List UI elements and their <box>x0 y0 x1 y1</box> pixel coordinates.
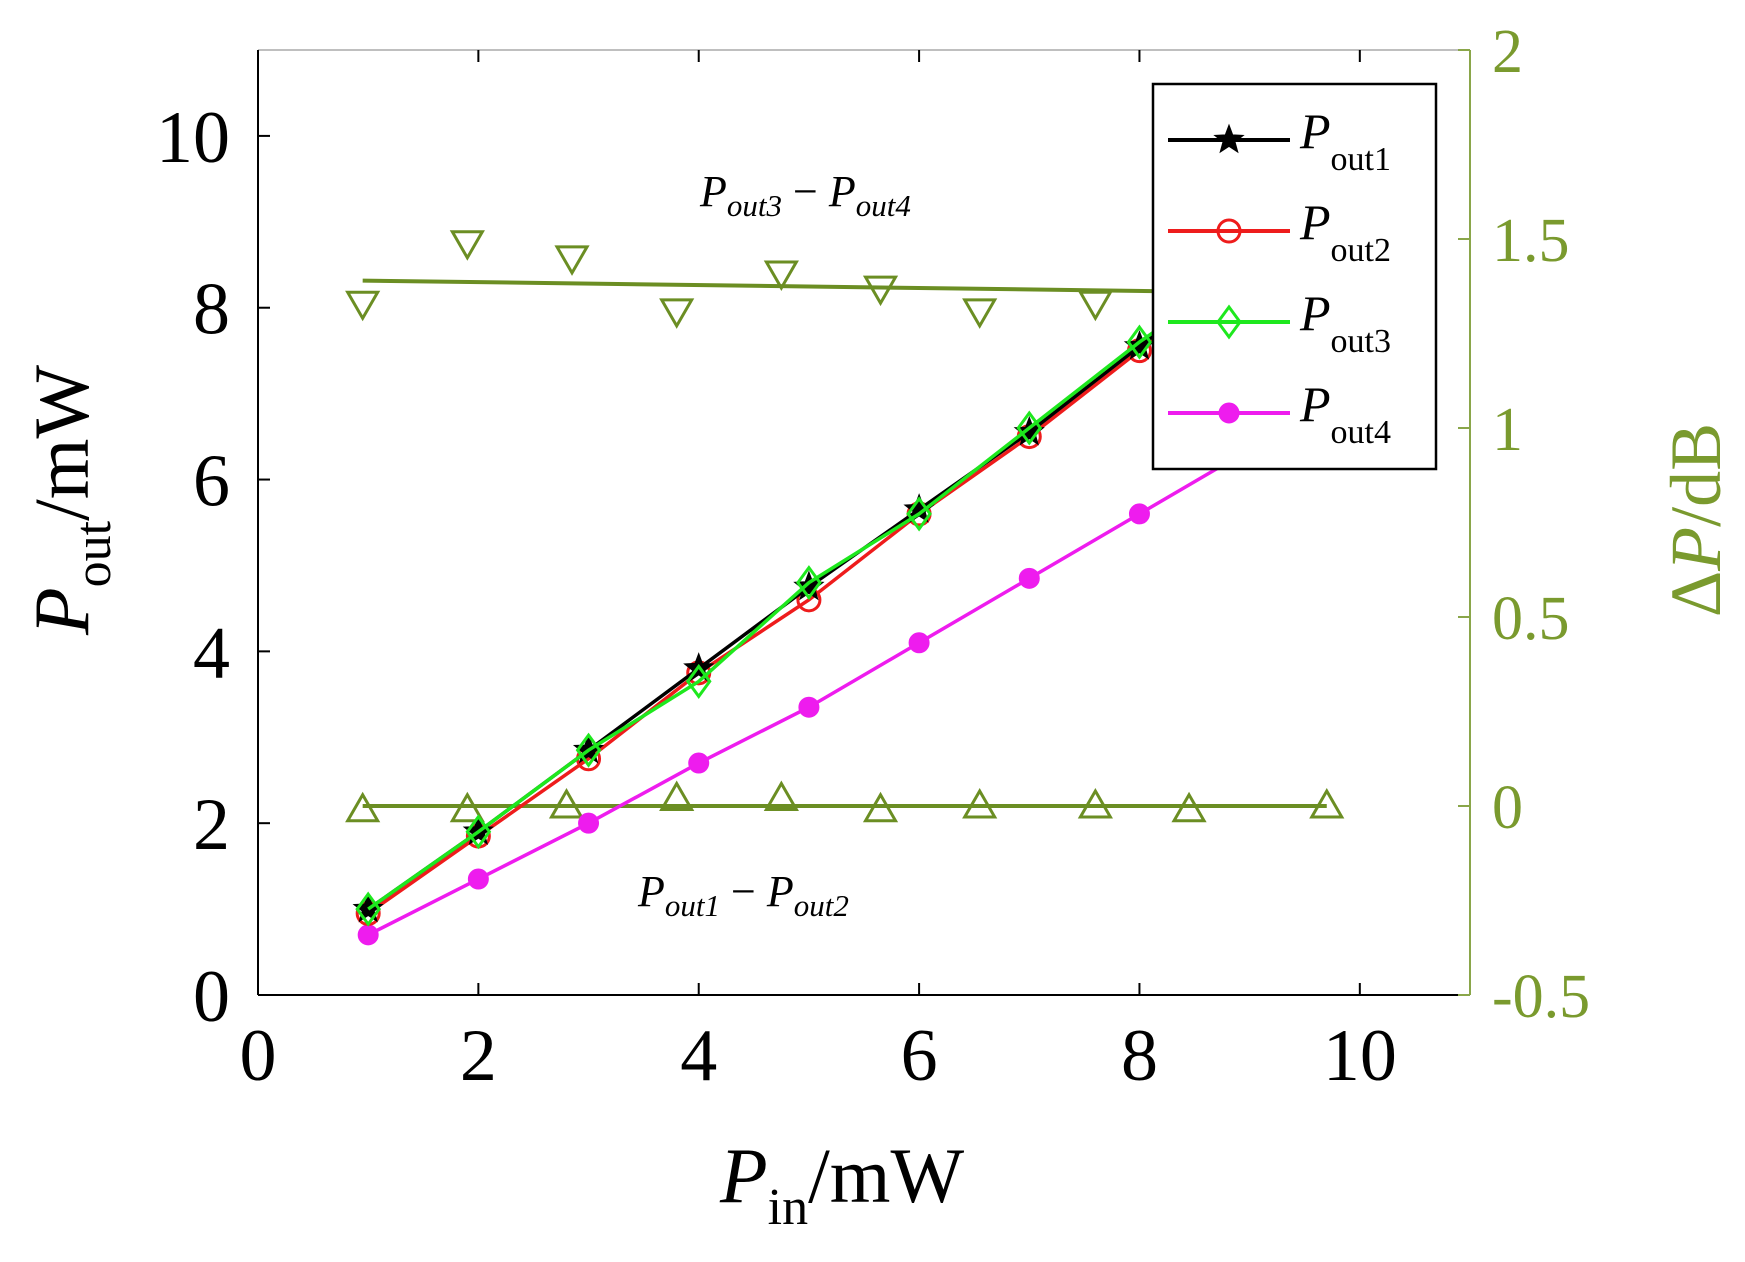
legend-marker-P_out4 <box>1218 402 1240 424</box>
legend-marker-P_out1 <box>1213 123 1245 154</box>
diff-point-1-8 <box>1171 791 1207 823</box>
legend-label-P_out1: Pout1 <box>1299 103 1391 178</box>
series-point-P_out4-0 <box>357 924 379 946</box>
legend-label-P_out4: Pout4 <box>1299 376 1391 451</box>
diff-point-0-6 <box>962 298 998 329</box>
y-right-tick-label: 1 <box>1492 396 1523 464</box>
series-point-P_out3-3 <box>685 663 712 699</box>
series-point-P_out4-1 <box>467 868 489 890</box>
y-right-tick-label: 1.5 <box>1492 207 1570 275</box>
diff-point-0-4 <box>763 260 799 292</box>
y-left-tick-label: 0 <box>193 956 230 1038</box>
diff-point-1-5 <box>862 791 899 823</box>
x-tick-label: 2 <box>460 1015 497 1097</box>
series-point-P_out3-0 <box>355 891 382 927</box>
series-point-P_out3-2 <box>575 732 602 768</box>
diff-point-1-0 <box>345 791 381 823</box>
diff-point-1-2 <box>548 787 585 819</box>
y-left-tick-label: 6 <box>193 441 230 523</box>
diff-point-0-7 <box>1077 290 1113 322</box>
series-point-P_out3-4 <box>796 565 822 601</box>
series-line-P_out4 <box>367 447 1251 937</box>
series-point-P_out4-5 <box>908 632 930 654</box>
series-point-P_out3-5 <box>906 496 932 532</box>
diff-point-0-0 <box>345 290 381 322</box>
y-right-tick-label: 2 <box>1492 18 1523 86</box>
diff-point-1-3 <box>659 780 695 811</box>
legend-label-P_out2: Pout2 <box>1299 194 1391 269</box>
y-right-tick-label: 0 <box>1492 774 1523 842</box>
x-tick-label: 0 <box>240 1015 277 1097</box>
diff-point-1-1 <box>449 791 485 823</box>
legend: Pout1 Pout2 Pout3 Pout4 <box>1151 82 1438 471</box>
series-point-P_out3-6 <box>1016 410 1043 446</box>
x-tick-label: 10 <box>1323 1015 1397 1097</box>
annotation-out3-minus-out4: Pout3 − Pout4 <box>699 167 911 223</box>
y-right-tick-label: -0.5 <box>1492 963 1590 1031</box>
diff-point-1-7 <box>1077 787 1113 819</box>
y-axis-right-label: ΔP/dB <box>1656 423 1736 617</box>
y-right-tick-label: 0.5 <box>1492 585 1570 653</box>
legend-label-P_out3: Pout3 <box>1299 285 1391 360</box>
diff-point-0-2 <box>554 245 590 276</box>
x-tick-label: 8 <box>1121 1015 1158 1097</box>
annotation-out1-minus-out2: Pout1 − Pout2 <box>637 867 849 923</box>
y-left-tick-label: 10 <box>156 97 230 179</box>
diff-point-1-4 <box>763 780 799 811</box>
diff-point-0-1 <box>449 230 485 261</box>
diff-fit-line-0 <box>362 278 1217 294</box>
series-point-P_out4-4 <box>798 696 820 718</box>
series-point-P_out3-1 <box>465 814 492 850</box>
diff-point-1-9 <box>1309 787 1345 819</box>
series-point-P_out3-7 <box>1126 324 1153 360</box>
series-point-P_out4-2 <box>578 812 600 834</box>
diff-point-0-5 <box>862 275 899 307</box>
y-left-tick-label: 8 <box>193 269 230 351</box>
legend-marker-P_out2 <box>1216 218 1242 244</box>
y-left-tick-label: 4 <box>193 612 230 694</box>
diff-point-0-3 <box>659 298 695 329</box>
x-axis-label: Pin/mW <box>719 1132 964 1236</box>
legend-marker-P_out3 <box>1216 304 1242 340</box>
series-point-P_out4-7 <box>1128 503 1150 525</box>
y-axis-left-label: Pout/mW <box>18 365 122 636</box>
series-line-P_out3 <box>367 263 1251 911</box>
diff-point-1-6 <box>962 787 998 819</box>
plot-area: 0 2 4 6 8 10 0 2 4 6 8 10 -0.5 0 0.5 1 1.5 2 <box>156 18 1590 1097</box>
x-tick-label: 4 <box>680 1015 717 1097</box>
y-left-tick-label: 2 <box>193 784 230 866</box>
x-tick-label: 6 <box>901 1015 938 1097</box>
series-point-P_out4-6 <box>1018 567 1040 589</box>
series-point-P_out4-3 <box>688 752 710 774</box>
legend-box <box>1151 82 1438 471</box>
